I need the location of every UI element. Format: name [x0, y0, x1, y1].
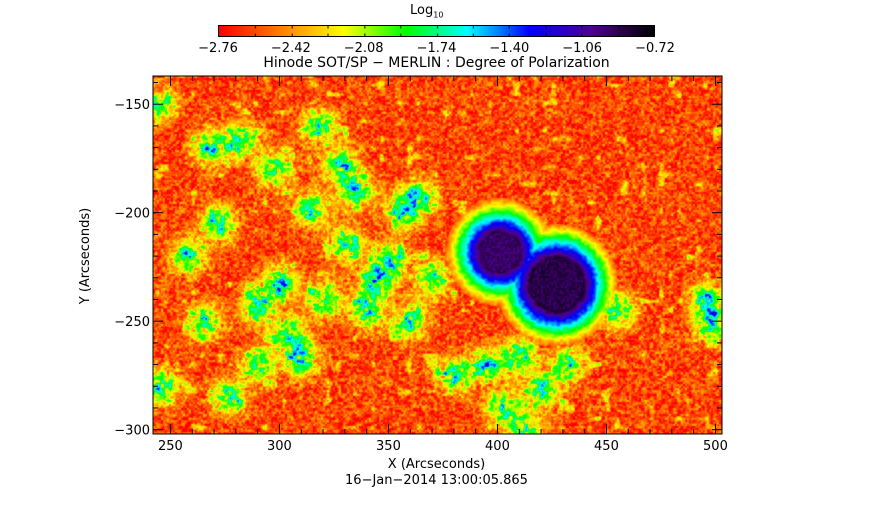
- x-tick-label: 400: [485, 439, 510, 454]
- colorbar-tick-label: −2.76: [198, 41, 238, 56]
- colorbar: [218, 25, 655, 37]
- y-tick-label: −250: [114, 315, 150, 330]
- y-tick-label: −200: [114, 207, 150, 222]
- y-axis-title: Y (Arcseconds): [78, 207, 93, 305]
- x-tick-label: 300: [267, 439, 292, 454]
- colorbar-tick-label: −1.06: [562, 41, 602, 56]
- colorbar-tick-label: −2.08: [344, 41, 384, 56]
- colorbar-tick-label: −1.74: [417, 41, 457, 56]
- colorbar-tick-label: −0.72: [635, 41, 675, 56]
- plot-title: Hinode SOT/SP − MERLIN : Degree of Polar…: [263, 55, 610, 71]
- colorbar-tick-label: −1.40: [489, 41, 529, 56]
- timestamp: 16−Jan−2014 13:00:05.865: [345, 473, 528, 488]
- x-tick-label: 350: [376, 439, 401, 454]
- plot-frame: [152, 75, 723, 435]
- x-axis-title: X (Arcseconds): [387, 457, 486, 472]
- x-tick-label: 250: [158, 439, 183, 454]
- y-tick-label: −300: [114, 424, 150, 439]
- colorbar-tick-label: −2.42: [271, 41, 311, 56]
- x-tick-label: 450: [594, 439, 619, 454]
- x-tick-label: 500: [703, 439, 728, 454]
- y-tick-label: −150: [114, 98, 150, 113]
- polarization-heatmap: [153, 76, 722, 434]
- colorbar-title: Log10: [410, 3, 444, 20]
